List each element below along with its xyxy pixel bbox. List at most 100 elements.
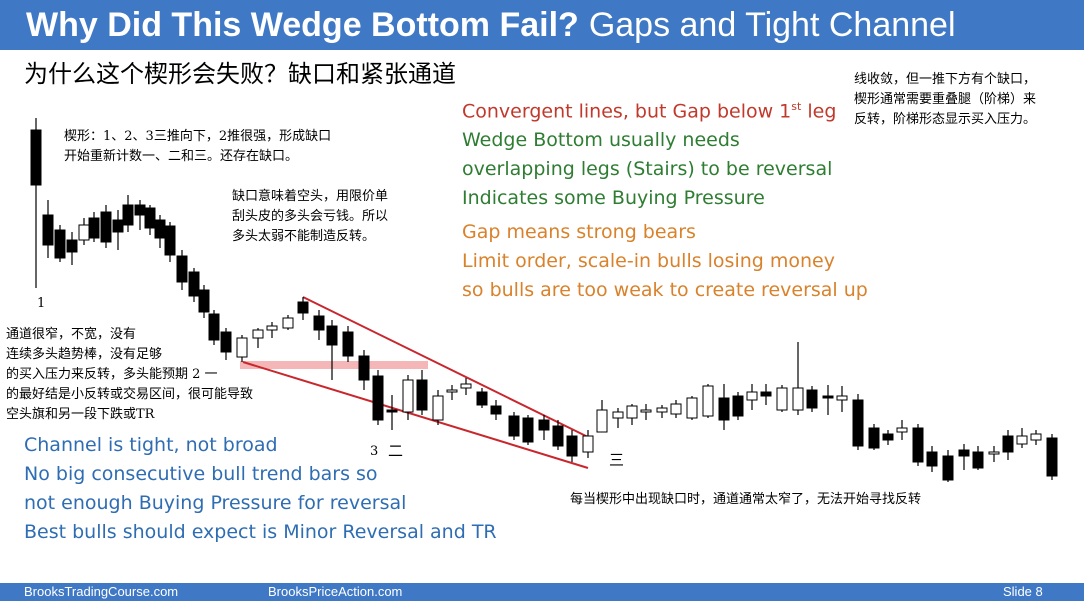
candle bbox=[134, 200, 146, 230]
candle-body-bear bbox=[822, 395, 834, 399]
candle-body-bear bbox=[538, 419, 550, 431]
note-line: 连续多头趋势棒，没有足够 bbox=[6, 347, 163, 362]
channel-line-3: not enough Buying Pressure for reversal bbox=[24, 492, 407, 514]
candle-body-bear bbox=[188, 271, 200, 297]
candle bbox=[746, 384, 758, 410]
candle bbox=[942, 450, 954, 482]
candle bbox=[836, 386, 848, 412]
gap-band bbox=[240, 361, 428, 369]
candle bbox=[154, 215, 166, 248]
note-line: 开始重新计数一、二和三。还存在缺口。 bbox=[64, 149, 299, 164]
candle-body-bull bbox=[702, 385, 714, 417]
note-gap-cn: 缺口意味着空头，用限价单 刮头皮的多头会亏钱。所以 多头太弱不能制造反转。 bbox=[232, 187, 388, 247]
title-bold: Why Did This Wedge Bottom Fail? bbox=[26, 5, 579, 44]
slide-number: Slide 8 bbox=[1003, 584, 1043, 599]
candle bbox=[552, 420, 564, 450]
wedge-line-3: Indicates some Buying Pressure bbox=[462, 187, 765, 210]
candle bbox=[313, 310, 325, 340]
candle-body-bear bbox=[490, 405, 502, 415]
wedge-line-1: Wedge Bottom usually needs bbox=[462, 129, 740, 152]
channel-line-1: Channel is tight, not broad bbox=[24, 434, 278, 456]
gap-line-1: Gap means strong bears bbox=[462, 221, 696, 244]
candle bbox=[626, 404, 638, 425]
candle bbox=[358, 350, 370, 390]
candle bbox=[402, 375, 414, 420]
note-wedge-count: 楔形：1、2、3三推向下，2推很强，形成缺口 开始重新计数一、二和三。还存在缺口… bbox=[64, 127, 331, 167]
candle-body-bear bbox=[100, 211, 112, 243]
note-line: 通道很窄，不宽，没有 bbox=[6, 327, 137, 342]
candle-body-bear bbox=[164, 225, 176, 256]
note-line: 多头太弱不能制造反转。 bbox=[232, 229, 376, 244]
candle-body-bull bbox=[670, 403, 682, 415]
candle-body-bear bbox=[806, 389, 818, 409]
candle-body-bull bbox=[640, 409, 652, 413]
candle-body-bull bbox=[582, 435, 594, 453]
candle-body-bear bbox=[198, 289, 210, 313]
candle bbox=[596, 400, 608, 433]
candle bbox=[582, 430, 594, 458]
candle bbox=[386, 395, 398, 430]
candle bbox=[806, 386, 818, 412]
note-channel-en: Channel is tight, not broad No big conse… bbox=[24, 431, 497, 547]
candle-body-bear bbox=[386, 409, 398, 413]
footer-link-course[interactable]: BrooksTradingCourse.com bbox=[24, 584, 179, 599]
candle bbox=[282, 315, 294, 330]
candle-body-bear bbox=[926, 451, 938, 467]
label-san: 三 bbox=[609, 451, 625, 469]
candle-body-bear bbox=[358, 355, 370, 381]
candle-body-bear bbox=[416, 379, 428, 411]
candle-body-bear bbox=[208, 313, 220, 341]
candle-body-bear bbox=[313, 315, 325, 331]
note-line: 空头旗和另一段下跌或TR bbox=[6, 407, 155, 422]
candle-body-bear bbox=[112, 219, 124, 233]
candle bbox=[372, 370, 384, 425]
candle bbox=[1016, 428, 1028, 448]
candle-body-bear bbox=[732, 395, 744, 417]
candle-body-bear bbox=[154, 219, 166, 239]
candle-body-bear bbox=[476, 391, 488, 406]
candle bbox=[656, 405, 668, 418]
subtitle: 为什么这个楔形会失败？缺口和紧张通道 bbox=[24, 60, 456, 88]
candle-body-bull bbox=[1016, 435, 1028, 445]
candle-body-bear bbox=[868, 427, 880, 449]
channel-line-2: No big consecutive bull trend bars so bbox=[24, 463, 378, 485]
candle bbox=[732, 392, 744, 420]
candle bbox=[792, 342, 804, 415]
candle bbox=[508, 412, 520, 440]
candle bbox=[912, 424, 924, 466]
candle-body-bull bbox=[282, 317, 294, 329]
candle bbox=[122, 195, 134, 232]
candle bbox=[822, 385, 834, 415]
candle bbox=[112, 210, 124, 250]
candle bbox=[760, 384, 772, 405]
candle-body-bear bbox=[372, 375, 384, 421]
candle-body-bull bbox=[596, 409, 608, 433]
candle bbox=[198, 285, 210, 318]
label-3: 3 bbox=[370, 444, 379, 459]
candle-body-bear bbox=[122, 204, 134, 226]
note-bottom-right: 每当楔形中出现缺口时，通道通常太窄了，无法开始寻找反转 bbox=[570, 492, 922, 507]
title-bar: Why Did This Wedge Bottom Fail? Gaps and… bbox=[0, 0, 1084, 50]
candle-body-bear bbox=[522, 417, 534, 443]
candle-body-bear bbox=[144, 207, 156, 229]
candle bbox=[1030, 430, 1042, 445]
note-line: 的最好结是小反转或交易区间，很可能导致 bbox=[6, 387, 254, 402]
candle-body-bull bbox=[746, 391, 758, 401]
candle bbox=[958, 444, 970, 470]
candle-body-bear bbox=[220, 331, 232, 353]
candle bbox=[100, 205, 112, 248]
candle bbox=[220, 328, 232, 360]
candle-body-bear bbox=[30, 129, 42, 186]
candle-body-bear bbox=[852, 399, 864, 447]
footer: BrooksTradingCourse.com BrooksPriceActio… bbox=[0, 583, 1084, 601]
candle-body-bear bbox=[912, 427, 924, 463]
wedge-line-2: overlapping legs (Stairs) to be reversal bbox=[462, 158, 833, 181]
wedge-lower-line bbox=[242, 361, 589, 469]
candle-body-bull bbox=[896, 427, 908, 433]
candle-body-bear bbox=[760, 391, 772, 397]
candle bbox=[1046, 434, 1058, 480]
candle bbox=[188, 268, 200, 302]
candle bbox=[460, 378, 472, 395]
footer-link-priceaction[interactable]: BrooksPriceAction.com bbox=[268, 584, 403, 599]
